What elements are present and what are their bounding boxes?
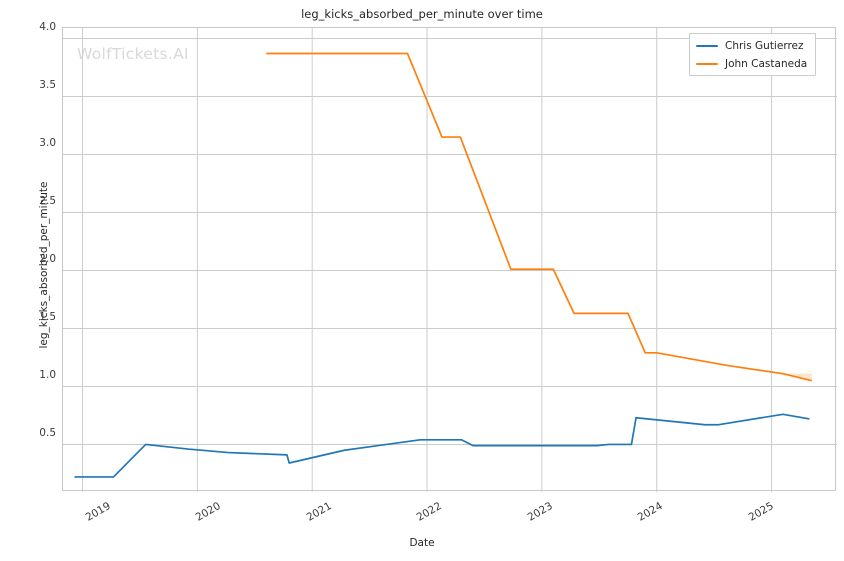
y-axis-label: leg_kicks_absorbed_per_minute — [38, 181, 50, 349]
legend[interactable]: Chris Gutierrez John Castaneda — [689, 33, 817, 76]
x-tick-label-2021: 2021 — [304, 500, 334, 524]
y-tick-label-1.5: 1.5 — [39, 311, 56, 323]
chart-title: leg_kicks_absorbed_per_minute over time — [301, 7, 543, 21]
y-tick-label-3.5: 3.5 — [39, 79, 56, 91]
legend-swatch-chris-gutierrez — [696, 44, 718, 47]
x-axis-label: Date — [409, 537, 435, 549]
series-lines — [74, 52, 812, 478]
x-tick-label-2022: 2022 — [414, 500, 444, 524]
x-tick-label-2019: 2019 — [83, 500, 113, 524]
gridlines — [63, 28, 837, 492]
x-tick-label-2020: 2020 — [193, 500, 223, 524]
y-tick-label-4.0: 4.0 — [39, 21, 56, 33]
legend-swatch-john-castaneda — [696, 62, 718, 65]
legend-label-john-castaneda: John Castaneda — [725, 57, 808, 70]
x-tick-label-2023: 2023 — [525, 500, 555, 524]
series-line-john-castaneda — [266, 52, 812, 382]
legend-label-chris-gutierrez: Chris Gutierrez — [725, 39, 804, 52]
x-tick-label-2024: 2024 — [635, 500, 665, 524]
legend-item-chris-gutierrez[interactable]: Chris Gutierrez — [696, 39, 807, 52]
plot-svg — [63, 28, 837, 492]
y-tick-label-3.0: 3.0 — [39, 137, 56, 149]
plot-area: WolfTickets.AI — [62, 27, 837, 492]
y-tick-label-1.0: 1.0 — [39, 369, 56, 381]
y-tick-label-2.0: 2.0 — [39, 253, 56, 265]
legend-item-john-castaneda[interactable]: John Castaneda — [696, 57, 807, 70]
series-line-chris-gutierrez — [74, 413, 810, 478]
y-tick-label-0.5: 0.5 — [39, 427, 56, 439]
y-tick-label-2.5: 2.5 — [39, 195, 56, 207]
x-tick-label-2025: 2025 — [746, 500, 776, 524]
